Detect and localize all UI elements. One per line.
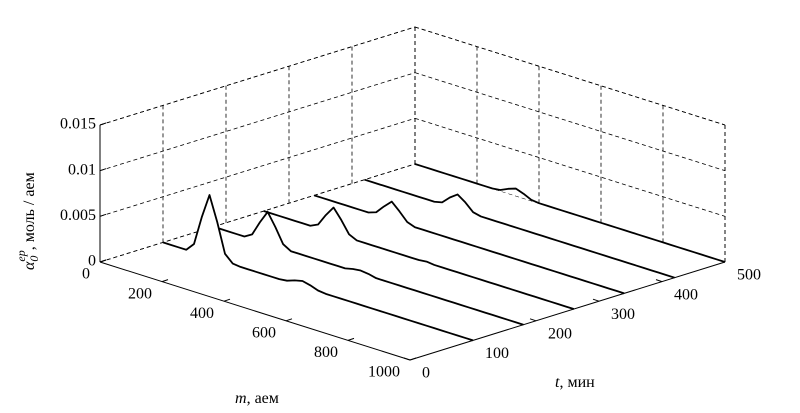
curve [263,206,575,310]
grid-line [414,72,726,172]
y-tick-label: 300 [611,306,635,323]
x-label-symbol: m [235,390,247,407]
x-tick [285,318,293,322]
y-label-symbol: t [555,374,560,391]
z-label-symbol: α [21,261,38,270]
x-tick [223,298,231,302]
x-axis-label: m, аем [235,390,279,407]
z-label-sub: 0 [27,256,41,262]
y-axis-label: t, мин [555,374,595,391]
x-tick [161,279,169,283]
grid-line [99,26,416,126]
x-tick [347,337,355,341]
z-label-sup: ep [14,250,28,261]
z-tick-label: 0.01 [68,161,96,178]
x-tick-label: 800 [314,344,338,361]
y-tick-label: 0 [422,365,430,382]
curve [213,211,524,326]
grid-line [99,117,416,217]
x-tick [409,357,417,361]
z-axis-label: α0ep, моль / аем [14,172,41,270]
z-tick-label: 0 [88,253,96,270]
x-tick-label: 1000 [368,364,400,381]
z-tick [99,168,107,172]
y-tick [403,357,411,361]
z-tick [99,122,107,126]
y-tick-label: 400 [674,286,698,303]
y-tick [529,318,537,322]
x-tick-label: 600 [252,324,276,341]
y-tick [655,279,663,283]
z-tick [99,213,107,217]
grid-line [99,163,416,263]
y-tick-label: 500 [737,267,761,284]
x-tick [99,259,107,263]
x-tick-label: 200 [128,285,152,302]
curve [313,194,625,295]
curve [364,178,675,279]
x-axis [99,261,411,361]
x-tick-label: 400 [190,305,214,322]
y-tick-label: 200 [548,325,572,342]
y-axis [409,261,726,361]
grid-line [414,26,726,126]
z-tick-label: 0.005 [60,207,96,224]
grid-line [99,72,416,172]
curve [414,163,726,263]
z-tick-label: 0.015 [60,116,96,133]
grid-line [414,117,726,217]
z-label-text: , моль / аем [21,172,38,250]
y-tick-label: 100 [485,345,509,362]
y-label-text: , мин [559,374,595,391]
curve [162,194,474,342]
x-label-text: , аем [247,390,279,407]
y-tick [592,298,600,302]
x-tick-label: 0 [82,266,90,283]
